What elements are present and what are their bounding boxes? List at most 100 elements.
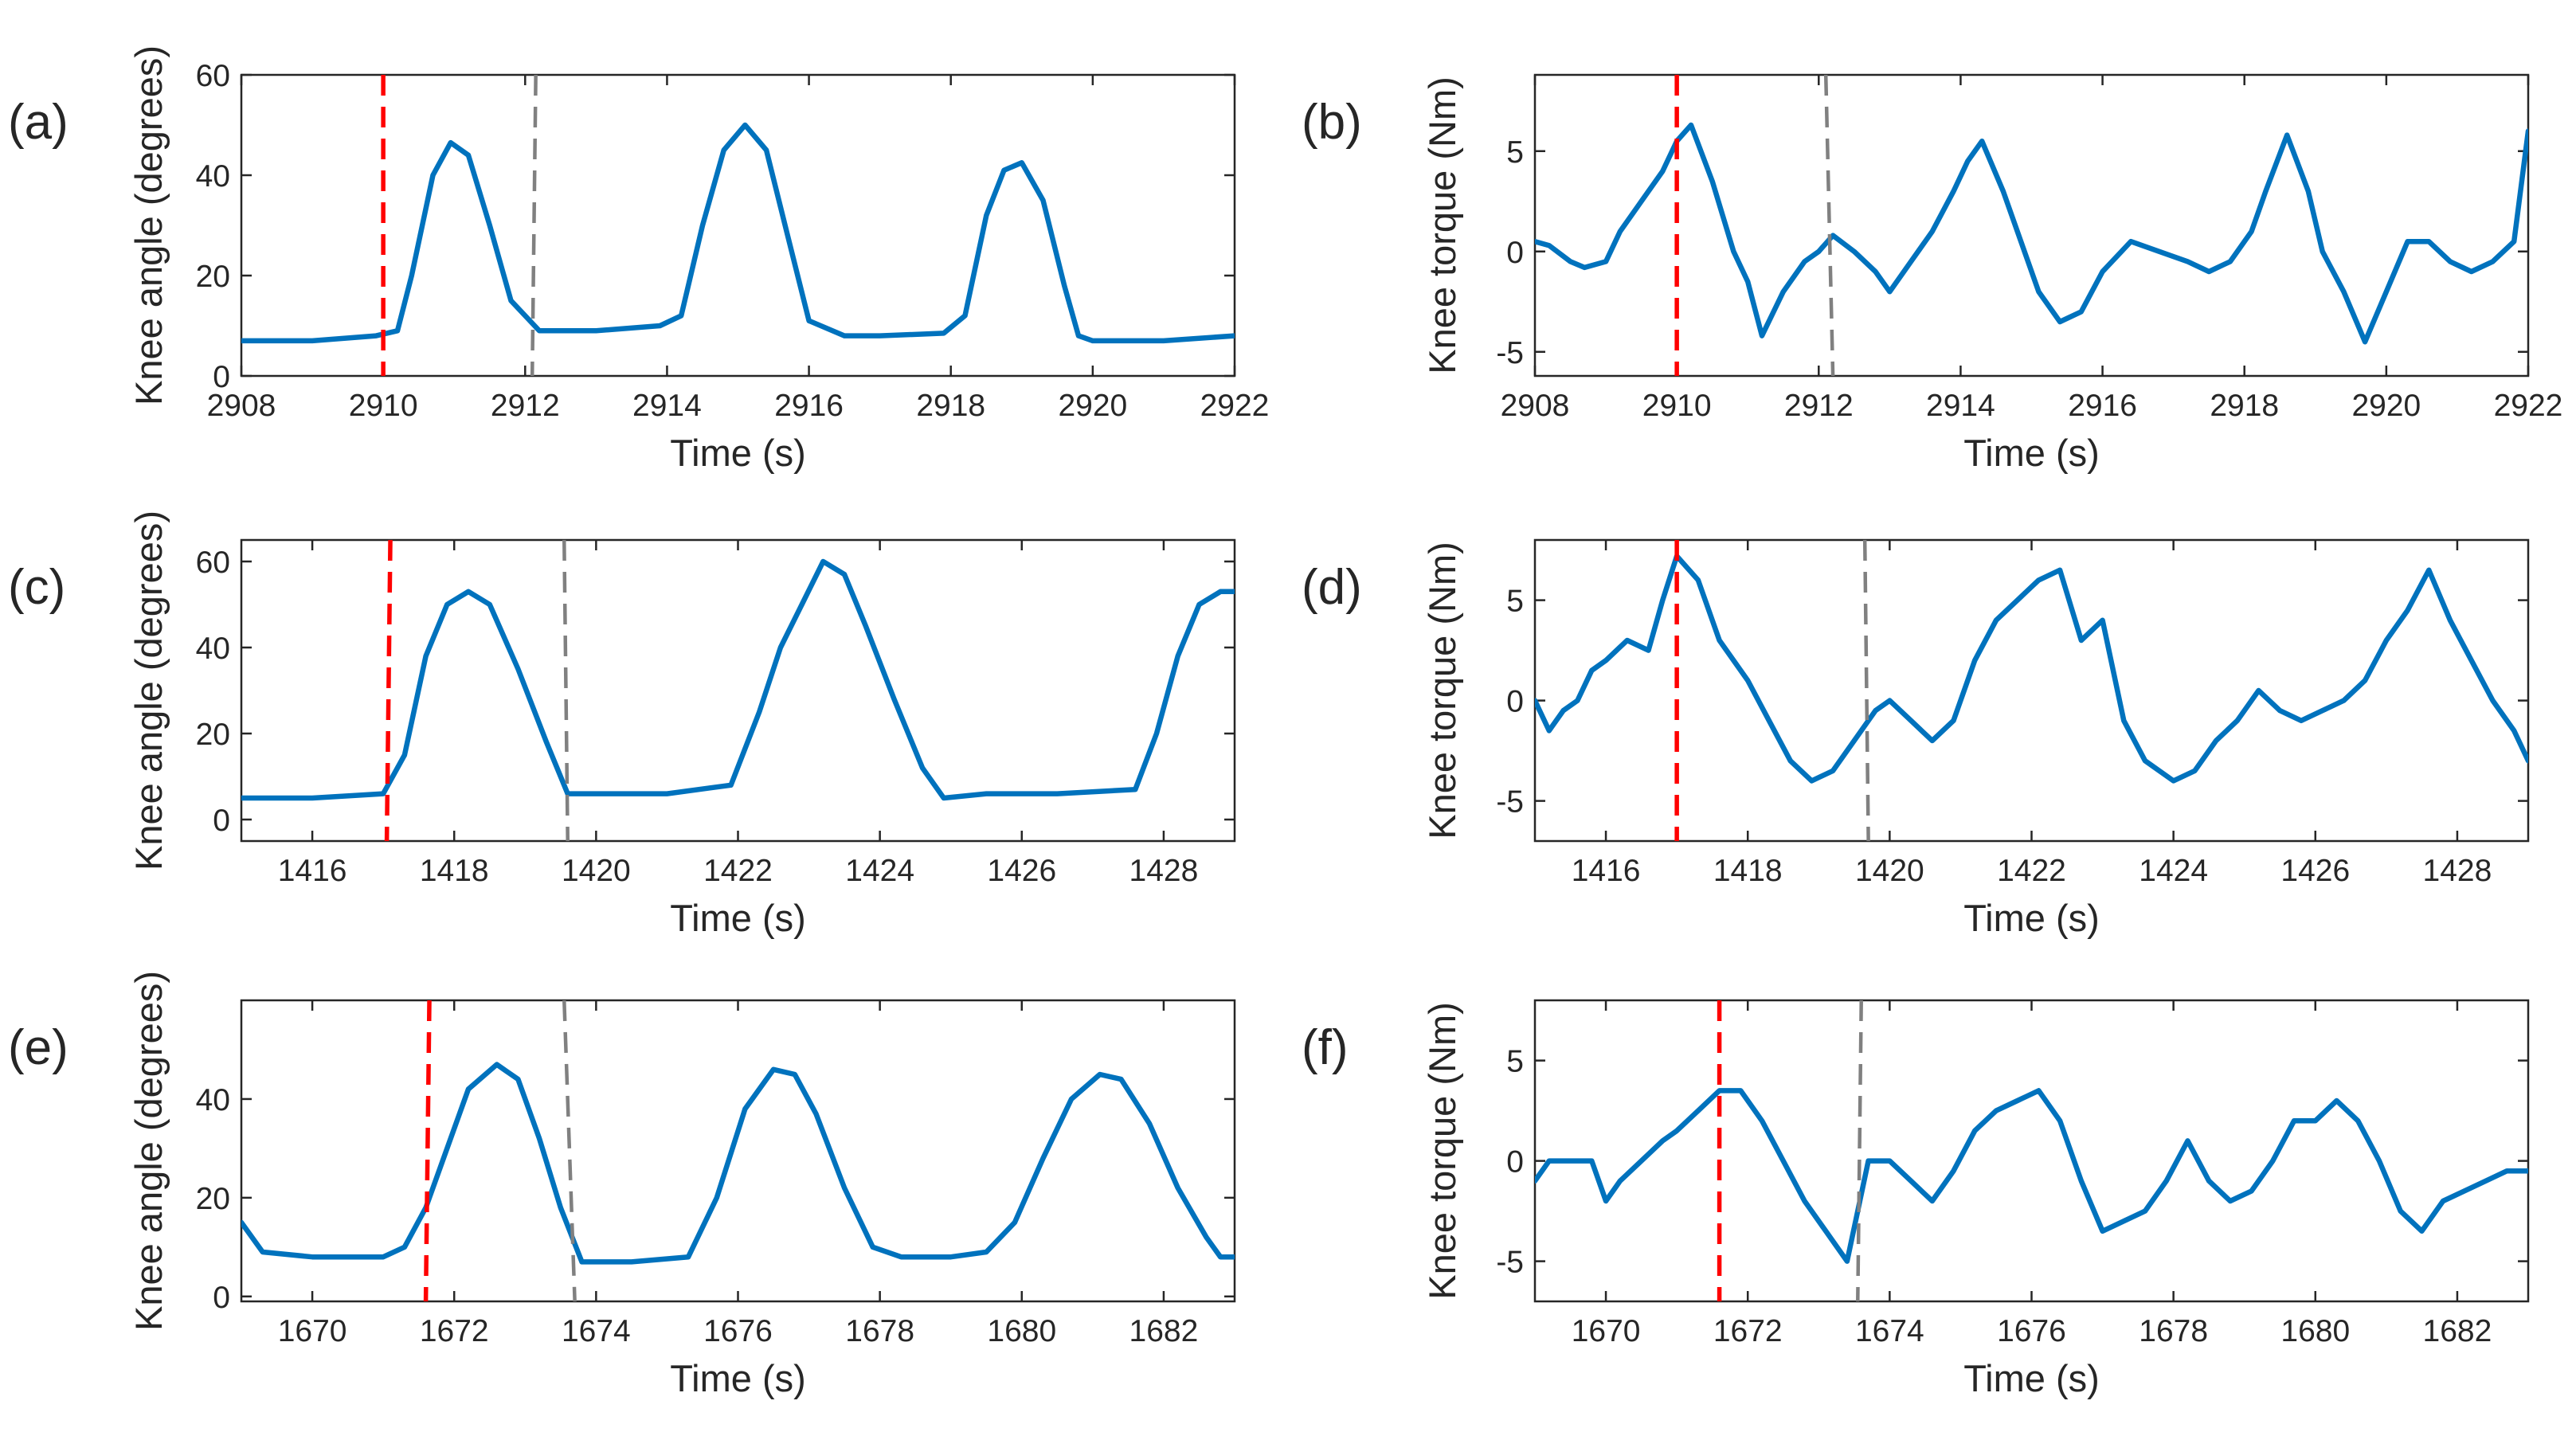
- x-tick-label: 1680: [2280, 1314, 2350, 1348]
- event-marker-red: [423, 1000, 432, 1301]
- x-tick-label: 1420: [1855, 854, 1924, 888]
- chart-panel: 1416 1418 1420 1422 1424 1426 1428 -5 0 5 Time (s)…: [1302, 538, 2530, 939]
- x-tick-label: 1426: [2280, 854, 2350, 888]
- x-axis-label: Time (s): [670, 432, 806, 474]
- y-tick-label: -5: [1496, 336, 1524, 370]
- y-tick-label: 20: [196, 1182, 230, 1216]
- series-line: [1535, 1088, 2528, 1264]
- y-axis-label: Knee angle (degrees): [127, 45, 170, 405]
- event-marker-gray: [1856, 1000, 1863, 1301]
- x-tick-label: 1428: [1129, 854, 1199, 888]
- data-layer: [1535, 75, 2528, 376]
- x-tick-label: 1418: [420, 854, 489, 888]
- chart-panel: 1416 1418 1420 1422 1424 1426 1428 0 20 40 60 Time …: [8, 511, 1236, 939]
- x-tick-label: 1416: [1572, 854, 1641, 888]
- x-tick-label: 1676: [1997, 1314, 2066, 1348]
- y-tick-label: -5: [1496, 785, 1524, 820]
- y-tick-label: -5: [1496, 1246, 1524, 1280]
- chart-panel: 1670 1672 1674 1676 1678 1680 1682 -5 0 5 Time (s)…: [1302, 999, 2530, 1399]
- x-tick-label: 1678: [2139, 1314, 2208, 1348]
- x-tick-label: 2918: [916, 389, 985, 423]
- plot-area: [1533, 999, 2530, 1303]
- x-tick-label: 2914: [1926, 389, 1995, 423]
- y-axis-label: Knee torque (Nm): [1421, 542, 1463, 839]
- data-layer: [1535, 540, 2528, 841]
- x-tick-label: 1424: [845, 854, 914, 888]
- x-axis-label: Time (s): [1963, 432, 2100, 474]
- event-marker-gray: [562, 1000, 577, 1301]
- chart-panel: 1670 1672 1674 1676 1678 1680 1682 0 20 40 Time (s…: [8, 971, 1236, 1399]
- x-tick-label: 1420: [562, 854, 631, 888]
- x-tick-label: 1428: [2423, 854, 2492, 888]
- x-tick-label: 2912: [491, 389, 560, 423]
- y-tick-label: 40: [196, 1083, 230, 1117]
- x-tick-label: 1422: [703, 854, 773, 888]
- y-axis-label: Knee angle (degrees): [127, 971, 170, 1331]
- data-layer: [1535, 1000, 2528, 1301]
- y-tick-label: 20: [196, 260, 230, 294]
- x-tick-label: 2922: [1200, 389, 1270, 423]
- x-tick-label: 2910: [1642, 389, 1712, 423]
- panel-label: (c): [8, 560, 65, 615]
- x-tick-label: 1674: [562, 1314, 631, 1348]
- x-tick-label: 1676: [703, 1314, 773, 1348]
- x-axis-label: Time (s): [1963, 1357, 2100, 1399]
- x-tick-label: 2912: [1784, 389, 1854, 423]
- series-line: [1535, 553, 2528, 784]
- y-axis-label: Knee angle (degrees): [127, 511, 170, 871]
- x-tick-label: 1680: [987, 1314, 1056, 1348]
- series-line: [241, 122, 1235, 344]
- y-tick-label: 0: [1506, 236, 1524, 270]
- x-tick-label: 2920: [2351, 389, 2421, 423]
- event-marker-gray: [530, 75, 538, 376]
- x-axis-label: Time (s): [670, 1357, 806, 1399]
- y-tick-label: 20: [196, 718, 230, 752]
- chart-panel: 2908 2910 2912 2914 2916 2918 2920 2922 -5 0 5 Time…: [1302, 73, 2563, 474]
- x-tick-label: 1670: [1572, 1314, 1641, 1348]
- y-tick-label: 0: [1506, 685, 1524, 719]
- series-line: [241, 1062, 1235, 1265]
- data-layer: [241, 1000, 1235, 1301]
- panel-label: (f): [1302, 1020, 1349, 1075]
- y-tick-label: 60: [196, 59, 230, 93]
- event-marker-gray: [1862, 540, 1870, 841]
- y-tick-label: 5: [1506, 1045, 1524, 1079]
- x-tick-label: 2914: [632, 389, 702, 423]
- panel-label: (d): [1302, 560, 1362, 615]
- x-tick-label: 1678: [845, 1314, 914, 1348]
- x-tick-label: 1672: [1713, 1314, 1783, 1348]
- x-tick-label: 2910: [349, 389, 418, 423]
- series-line: [241, 558, 1235, 801]
- x-tick-label: 2916: [2068, 389, 2137, 423]
- x-tick-label: 2918: [2210, 389, 2279, 423]
- y-tick-label: 40: [196, 632, 230, 666]
- plot-area: [240, 73, 1236, 378]
- event-marker-gray: [1823, 75, 1835, 376]
- x-tick-label: 1682: [2423, 1314, 2492, 1348]
- y-axis-label: Knee torque (Nm): [1421, 76, 1463, 374]
- x-tick-label: 1416: [278, 854, 347, 888]
- y-tick-label: 60: [196, 546, 230, 580]
- x-tick-label: 1670: [278, 1314, 347, 1348]
- x-axis-label: Time (s): [670, 897, 806, 939]
- y-tick-label: 0: [213, 360, 230, 394]
- x-tick-label: 1422: [1997, 854, 2066, 888]
- series-line: [1535, 122, 2528, 345]
- panel-label: (a): [8, 95, 69, 150]
- x-tick-label: 2922: [2494, 389, 2563, 423]
- x-tick-label: 1672: [420, 1314, 489, 1348]
- x-tick-label: 2908: [1501, 389, 1570, 423]
- x-tick-label: 1424: [2139, 854, 2208, 888]
- plot-area: [1533, 73, 2530, 378]
- x-tick-label: 2908: [207, 389, 276, 423]
- x-tick-label: 1426: [987, 854, 1056, 888]
- x-tick-label: 1418: [1713, 854, 1783, 888]
- y-tick-label: 0: [1506, 1145, 1524, 1180]
- y-axis-label: Knee torque (Nm): [1421, 1002, 1463, 1300]
- chart-panel: 2908 2910 2912 2914 2916 2918 2920 2922 0 20 40 60 T…: [8, 45, 1269, 474]
- x-tick-label: 1682: [1129, 1314, 1199, 1348]
- data-layer: [241, 75, 1235, 376]
- panel-label: (b): [1302, 95, 1362, 150]
- y-tick-label: 0: [213, 1281, 230, 1315]
